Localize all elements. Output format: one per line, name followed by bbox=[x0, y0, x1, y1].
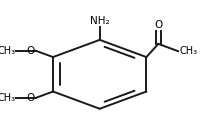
Text: O: O bbox=[27, 93, 35, 103]
Text: O: O bbox=[154, 20, 162, 30]
Text: CH₃: CH₃ bbox=[0, 93, 16, 103]
Text: CH₃: CH₃ bbox=[179, 46, 197, 56]
Text: NH₂: NH₂ bbox=[90, 16, 110, 26]
Text: O: O bbox=[27, 46, 35, 56]
Text: CH₃: CH₃ bbox=[0, 46, 16, 56]
